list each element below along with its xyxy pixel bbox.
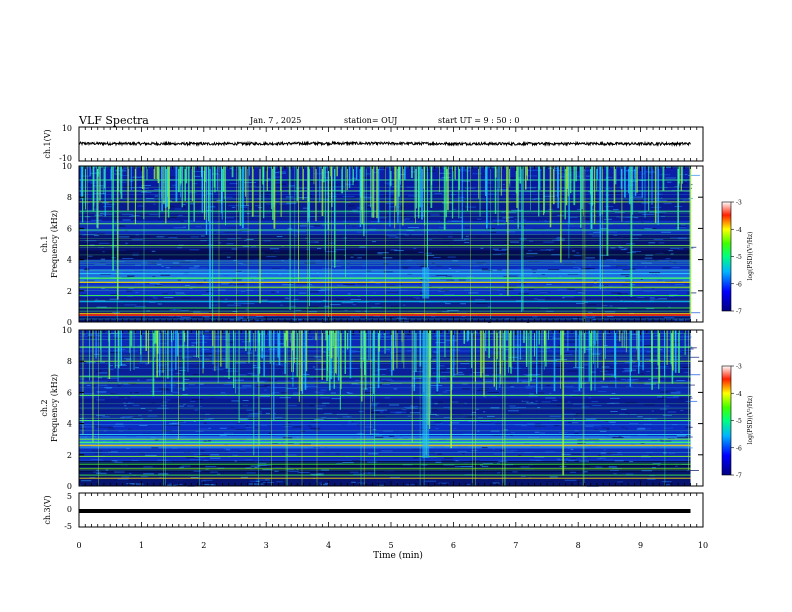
colorbar-tick: -5 — [736, 254, 742, 261]
ch2-spectrogram-image — [79, 330, 703, 487]
colorbar-tick: -6 — [736, 445, 742, 452]
x-tick-label: 1 — [139, 541, 144, 550]
spec2-ytick: 10 — [62, 326, 72, 335]
ch3-ylabel: ch.3(V) — [43, 495, 52, 524]
colorbar-tick: -3 — [736, 200, 742, 207]
x-tick-label: 0 — [76, 541, 81, 550]
colorbar-tick: -5 — [736, 418, 742, 425]
x-tick-label: 8 — [576, 541, 581, 550]
spec1-ytick: 4 — [67, 256, 72, 265]
x-tick-label: 2 — [201, 541, 206, 550]
x-axis-ticks — [78, 127, 704, 527]
spec2-ytick: 2 — [67, 451, 72, 460]
ch1-waveform-panel: 10 -10 ch.1(V) — [43, 124, 704, 163]
ch1-colorbar-label: log(PSD)(V²/Hz) — [747, 232, 754, 281]
ch3-ytick-mid: 0 — [67, 505, 72, 514]
ch1-colorbar — [721, 201, 732, 312]
x-axis-label: Time (min) — [373, 550, 423, 561]
spec1-ytick: 2 — [67, 287, 72, 296]
ch2-spec-ylabel-channel: ch.2 — [40, 399, 49, 416]
ch3-ytick-bottom: -5 — [64, 522, 72, 531]
ch1-spectrogram-image — [79, 166, 703, 323]
spec1-ytick: 6 — [67, 224, 72, 233]
ch2-spec-ylabel-freq: Frequency (kHz) — [50, 374, 59, 442]
ch3-waveform-panel: 5 0 -5 ch.3(V) — [43, 492, 704, 531]
spec1-ytick: 0 — [67, 318, 72, 327]
ch1-ytick-bottom: -10 — [59, 154, 72, 163]
ch1-ylabel: ch.1(V) — [43, 129, 52, 158]
spec2-ytick: 6 — [67, 388, 72, 397]
spec1-ytick: 8 — [67, 193, 72, 202]
x-tick-label: 10 — [698, 541, 708, 550]
figure-title: VLF Spectra — [78, 114, 149, 127]
colorbar-tick: -4 — [736, 227, 742, 234]
colorbar-tick: -7 — [736, 309, 742, 316]
date-label: Jan. 7 , 2025 — [249, 116, 301, 125]
ch2-colorbar — [721, 365, 732, 476]
start-time-label: start UT = 9 : 50 : 0 — [438, 116, 519, 125]
ch1-spec-ylabel-channel: ch.1 — [40, 235, 49, 252]
station-label: station= OUJ — [344, 116, 397, 125]
x-axis-tick-labels: 0 1 2 3 4 5 6 7 8 9 10 — [76, 541, 708, 550]
x-tick-label: 9 — [638, 541, 643, 550]
spec1-ytick: 10 — [62, 162, 72, 171]
ch3-ytick-top: 5 — [67, 492, 72, 501]
spec2-ytick: 0 — [67, 482, 72, 491]
ch2-colorbar-label: log(PSD)(V²/Hz) — [747, 396, 754, 445]
x-tick-label: 7 — [513, 541, 518, 550]
colorbar-tick: -6 — [736, 281, 742, 288]
x-tick-label: 4 — [326, 541, 331, 550]
x-tick-label: 3 — [264, 541, 269, 550]
colorbar-tick: -4 — [736, 391, 742, 398]
colorbar-tick: -7 — [736, 473, 742, 480]
spec2-ytick: 4 — [67, 420, 72, 429]
ch1-ytick-top: 10 — [62, 124, 72, 133]
x-tick-label: 5 — [388, 541, 393, 550]
ch3-waveform-trace — [79, 509, 691, 513]
ch1-spec-ylabel-freq: Frequency (kHz) — [50, 210, 59, 278]
colorbar-tick: -3 — [736, 364, 742, 371]
ch1-waveform-trace — [78, 140, 691, 148]
spec2-ytick: 8 — [67, 357, 72, 366]
x-tick-label: 6 — [451, 541, 456, 550]
